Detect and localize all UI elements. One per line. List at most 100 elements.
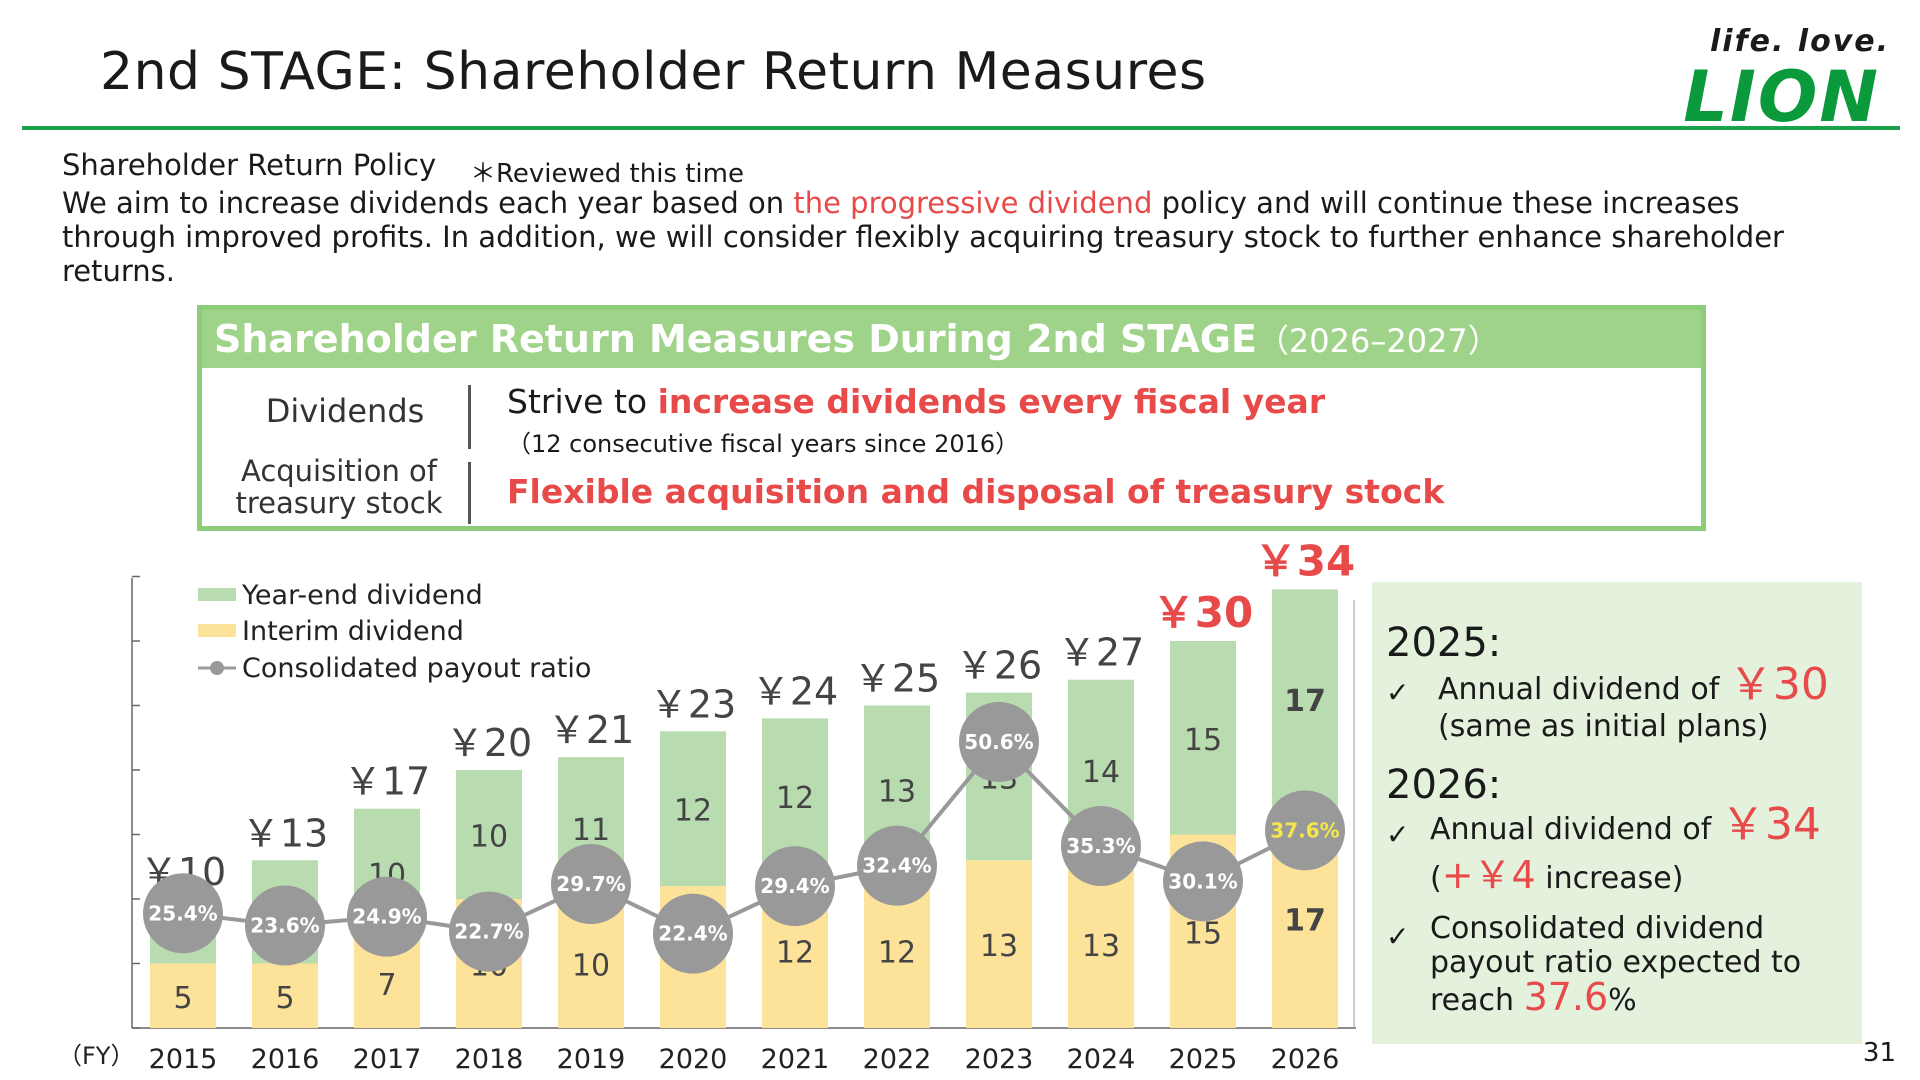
treasury-label: Acquisition of treasury stock (208, 455, 470, 519)
policy-body-highlight: the progressive dividend (793, 186, 1153, 220)
payout-ratio-label: 23.6% (250, 914, 319, 938)
bar-year-end (660, 731, 726, 887)
dividends-subtext: （12 consecutive fiscal years since 2016） (507, 430, 1020, 458)
page-title: 2nd STAGE: Shareholder Return Measures (100, 42, 1207, 102)
outlook-2026-item1-value: ￥34 (1720, 799, 1821, 850)
outlook-2026-item2-line2: payout ratio expected to (1430, 945, 1802, 980)
payout-ratio-point (551, 844, 631, 925)
bar-total-label: ￥17 (344, 760, 430, 804)
legend-interim-swatch (198, 624, 236, 637)
logo-brand: LION (1683, 56, 1880, 138)
legend-year-end-swatch (198, 588, 236, 601)
payout-ratio-label: 32.4% (862, 854, 931, 878)
policy-heading: Shareholder Return Policy (62, 148, 437, 182)
payout-ratio-label: 37.6% (1270, 818, 1339, 842)
measures-heading-text: Shareholder Return Measures During 2nd S… (214, 317, 1257, 361)
bar-interim-label: 12 (776, 936, 814, 971)
bar-total-label: ￥13 (242, 811, 328, 855)
payout-ratio-label: 22.4% (658, 922, 727, 946)
bar-interim (1068, 860, 1134, 1028)
check-icon: ✓ (1386, 676, 1410, 709)
bar-year-end-label: 13 (878, 774, 916, 809)
dividends-label: Dividends (265, 392, 425, 430)
dividends-text: Strive to increase dividends every fisca… (507, 382, 1325, 421)
bar-year-end (1170, 641, 1236, 835)
bar-year-end (1272, 589, 1338, 809)
bar-total-label: ￥23 (650, 682, 736, 726)
bar-year-end-label: 14 (1082, 755, 1120, 790)
payout-ratio-label: 22.7% (454, 920, 523, 944)
bar-total-label: ￥20 (446, 721, 532, 765)
outlook-2025-item1-sub: (same as initial plans) (1438, 709, 1769, 744)
bar-interim-label: 15 (1184, 916, 1222, 951)
x-tick-label: 2021 (761, 1044, 830, 1075)
x-tick-label: 2017 (353, 1044, 422, 1075)
measures-heading-years: （2026–2027） (1256, 322, 1500, 360)
bar-year-end-label: 12 (776, 781, 814, 816)
x-tick-label: 2018 (455, 1044, 524, 1075)
legend-ratio-marker (210, 661, 224, 675)
outlook-2026-item2-line3: reach 37.6% (1430, 978, 1801, 1018)
x-unit-label: （FY） (58, 1042, 134, 1070)
policy-body-start: We aim to increase dividends each year b… (62, 186, 794, 220)
policy-body: We aim to increase dividends each year b… (62, 186, 1862, 288)
measures-box: Shareholder Return Measures During 2nd S… (197, 305, 1706, 531)
title-divider (22, 126, 1900, 130)
bar-total-label: ￥27 (1058, 631, 1144, 675)
bar-interim (150, 963, 216, 1028)
x-tick-label: 2022 (863, 1044, 932, 1075)
outlook-panel: 2025: ✓ Annual dividend of ￥30 (same as … (1372, 582, 1862, 1044)
payout-ratio-label: 29.7% (556, 872, 625, 896)
bar-total-label: ￥34 (1255, 536, 1355, 585)
payout-ratio-point (1061, 805, 1141, 886)
dividends-text-highlight: increase dividends every fiscal year (657, 382, 1326, 421)
bar-interim (966, 860, 1032, 1028)
x-tick-label: 2023 (965, 1044, 1034, 1075)
legend-ratio-label: Consolidated payout ratio (242, 653, 591, 684)
x-tick-label: 2024 (1067, 1044, 1136, 1075)
outlook-2026-item1-sub: (+￥4 increase) (1430, 856, 1684, 896)
payout-ratio-point (1265, 790, 1345, 871)
payout-ratio-point (245, 885, 325, 966)
x-tick-label: 2019 (557, 1044, 626, 1075)
outlook-2026-item1: Annual dividend of ￥34 (1430, 803, 1821, 847)
payout-ratio-point (653, 893, 733, 974)
bar-interim-label: 5 (173, 981, 192, 1016)
outlook-2026-heading: 2026: (1386, 762, 1502, 808)
policy-note: ＊Reviewed this time (470, 159, 744, 189)
outlook-2025-heading: 2025: (1386, 620, 1502, 666)
logo-tagline: life. love. (1710, 24, 1890, 59)
policy-body-end: policy and will continue these increases… (62, 186, 1784, 288)
outlook-2025-item1: Annual dividend of ￥30 (1438, 663, 1829, 707)
outlook-2026-increase-text: increase) (1535, 861, 1684, 896)
payout-ratio-point (1163, 841, 1243, 922)
bar-interim-label: 13 (980, 929, 1018, 964)
treasury-separator (468, 462, 471, 524)
payout-ratio-point (449, 891, 529, 972)
legend-year-end-label: Year-end dividend (241, 580, 483, 611)
bar-interim-label: 5 (275, 981, 294, 1016)
outlook-2026-increase: +￥4 (1441, 853, 1536, 897)
legend-interim-label: Interim dividend (242, 616, 464, 647)
bar-year-end-label: 17 (1284, 684, 1326, 719)
bar-interim-label: 10 (572, 949, 610, 984)
payout-ratio-label: 50.6% (964, 730, 1033, 754)
payout-ratio-point (347, 876, 427, 957)
bar-total-label: ￥24 (752, 669, 838, 713)
bar-year-end-label: 15 (1184, 723, 1222, 758)
bar-interim-label: 13 (1082, 929, 1120, 964)
x-tick-label: 2016 (251, 1044, 320, 1075)
payout-ratio-label: 25.4% (148, 901, 217, 925)
measures-heading: Shareholder Return Measures During 2nd S… (202, 310, 1701, 368)
bar-total-label: ￥26 (956, 644, 1042, 688)
bar-interim-label: 7 (377, 968, 396, 1003)
treasury-text: Flexible acquisition and disposal of tre… (507, 472, 1445, 511)
x-tick-label: 2025 (1169, 1044, 1238, 1075)
bar-total-label: ￥21 (548, 708, 634, 752)
outlook-2026-item2: Consolidated dividend payout ratio expec… (1430, 912, 1801, 1018)
bar-total-label: ￥30 (1153, 588, 1253, 637)
outlook-2026-item1-text: Annual dividend of (1430, 812, 1721, 847)
outlook-2025-item1-text: Annual dividend of (1438, 672, 1729, 707)
bar-year-end-label: 10 (470, 820, 508, 855)
outlook-2026-item2-value: 37.6 (1523, 975, 1609, 1019)
